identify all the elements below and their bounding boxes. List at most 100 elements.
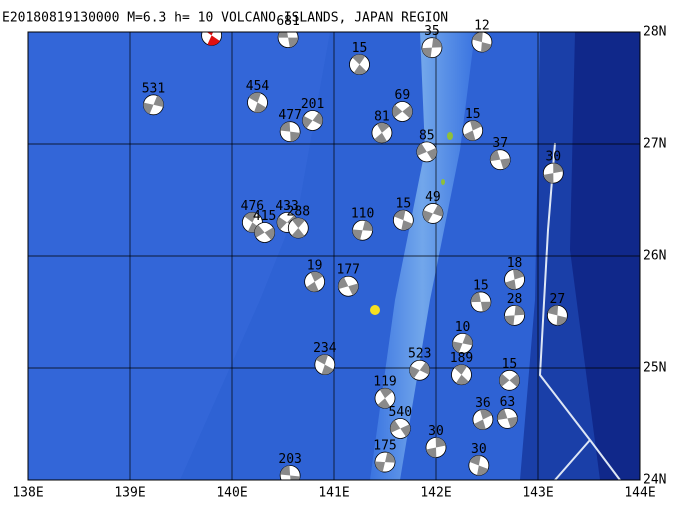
beachball-quadrant [543, 163, 564, 184]
beachball-quadrant [422, 204, 443, 223]
beachball-quadrant [352, 220, 373, 240]
beachball-quadrant [338, 277, 359, 296]
focal-mechanism [462, 120, 484, 141]
depth-label: 203 [278, 452, 301, 467]
beachball-quadrant [497, 408, 518, 428]
beachball-quadrant [473, 409, 492, 430]
depth-label: 28 [507, 292, 523, 307]
beachball-quadrant [505, 269, 525, 290]
depth-label: 49 [425, 190, 441, 205]
focal-mechanism [337, 275, 359, 297]
beachball-quadrant [390, 420, 411, 437]
depth-label: 69 [395, 88, 411, 103]
lat-tick-label: 27N [643, 137, 666, 152]
depth-label: 477 [278, 108, 301, 123]
beachball-quadrant [377, 388, 393, 409]
focal-mechanism [421, 37, 443, 59]
focal-mechanism [546, 304, 568, 326]
beachball-quadrant [352, 54, 367, 75]
lon-tick-label: 138E [12, 486, 43, 501]
beachball-quadrant [306, 271, 323, 292]
beachball-quadrant [277, 215, 298, 230]
lon-tick-label: 139E [114, 486, 145, 501]
focal-mechanism [472, 409, 494, 430]
beachball-quadrant [472, 32, 492, 53]
lon-tick-label: 143E [522, 486, 553, 501]
focal-mechanism [451, 364, 472, 386]
focal-mechanism [499, 369, 520, 391]
depth-label: 19 [307, 258, 323, 273]
depth-label: 175 [373, 439, 396, 454]
beachball-quadrant [463, 120, 482, 141]
depth-label: 36 [475, 396, 491, 411]
beachball-quadrant [426, 437, 446, 458]
beachball-quadrant [302, 112, 323, 129]
focal-mechanism [468, 455, 490, 476]
depth-label: 119 [373, 375, 396, 390]
depth-label: 523 [408, 347, 431, 362]
beachball-quadrant [470, 292, 491, 312]
depth-label: 433 [275, 199, 298, 214]
depth-label: 30 [428, 424, 444, 439]
focal-mechanism [416, 141, 438, 163]
depth-label: 201 [301, 97, 324, 112]
lat-tick-label: 28N [643, 25, 666, 40]
depth-label: 415 [253, 209, 276, 224]
focal-mechanism [422, 203, 444, 224]
focal-mechanism [489, 149, 511, 171]
depth-label: 81 [374, 109, 390, 124]
lon-tick-label: 142E [420, 486, 451, 501]
depth-label: 30 [545, 150, 561, 165]
depth-label: 531 [142, 81, 165, 96]
beachball-quadrant [547, 305, 568, 326]
focal-mechanism [542, 162, 564, 184]
beachball-quadrant [280, 465, 301, 480]
focal-mechanism [452, 332, 473, 354]
focal-mechanism [425, 437, 447, 458]
depth-label: 288 [287, 205, 310, 220]
depth-label: 15 [396, 197, 412, 212]
depth-label: 234 [313, 341, 337, 356]
depth-label: 10 [455, 320, 471, 335]
station [370, 305, 380, 315]
beachball-quadrant [409, 362, 430, 379]
depth-label: 15 [502, 357, 518, 372]
lat-tick-label: 26N [643, 249, 666, 264]
beachball-quadrant [394, 210, 413, 231]
beachball-quadrant [421, 37, 442, 58]
depth-label: 189 [450, 351, 473, 366]
beachball-quadrant [499, 373, 520, 387]
beachball-quadrant [280, 121, 301, 142]
focal-mechanism [287, 217, 309, 239]
depth-label: 63 [500, 395, 516, 410]
focal-mechanism [279, 121, 301, 143]
focal-mechanism [504, 269, 525, 290]
depth-label: 12 [474, 19, 490, 34]
depth-label: 15 [473, 278, 489, 293]
lon-tick-label: 144E [624, 486, 655, 501]
depth-label: 681 [276, 14, 299, 29]
map-frame [27, 31, 641, 481]
beachball-quadrant [452, 334, 473, 353]
focal-mechanism [143, 94, 164, 116]
focal-mechanism [302, 110, 323, 131]
focal-mechanism [409, 359, 431, 381]
focal-mechanism [391, 101, 413, 122]
focal-mechanism [314, 354, 336, 376]
depth-label: 15 [352, 41, 368, 56]
depth-label: 30 [471, 442, 487, 457]
focal-mechanism [277, 32, 299, 48]
depth-label: 15 [465, 107, 481, 122]
beachball-quadrant [504, 305, 525, 326]
depth-label: 454 [246, 79, 270, 94]
lat-tick-label: 25N [643, 361, 666, 376]
beachball-quadrant [206, 32, 220, 46]
focal-mechanism [471, 32, 493, 53]
depth-label: 476 [241, 199, 264, 214]
focal-mechanism [389, 418, 411, 439]
focal-mechanism [374, 451, 396, 473]
focal-mechanism [247, 92, 268, 113]
beachball-quadrant [248, 92, 267, 113]
beachball-quadrant [316, 354, 334, 375]
